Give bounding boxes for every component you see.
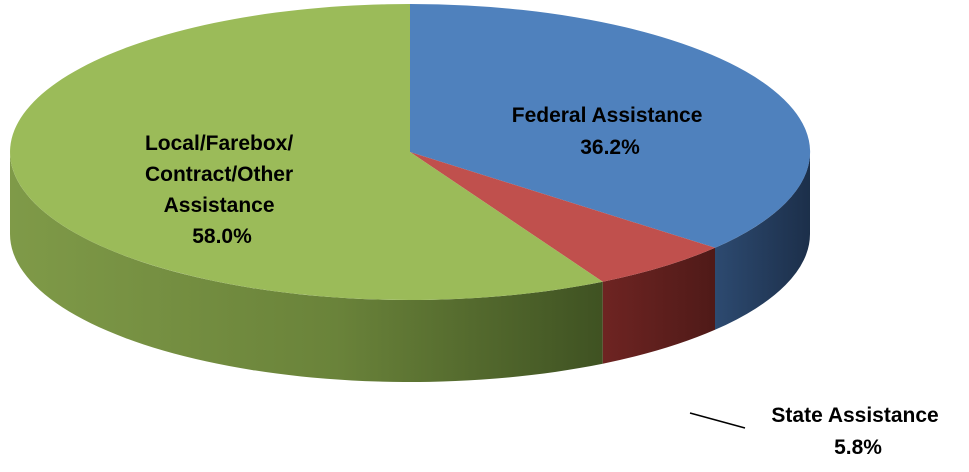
state-slice <box>410 152 715 282</box>
federal-slice <box>410 3 811 248</box>
pie-tops <box>10 3 811 300</box>
local-slice <box>10 4 603 300</box>
state-label: State Assistance 5.8% <box>771 404 944 459</box>
federal-label-name: Federal Assistance <box>512 104 703 127</box>
local-label-line-1: Local/Farebox/ <box>145 132 293 155</box>
local-label-line-3: Assistance <box>164 194 275 217</box>
local-slice-side <box>10 152 603 383</box>
federal-slice-side <box>715 152 811 330</box>
federal-label-value: 36.2% <box>580 136 640 159</box>
federal-label: Federal Assistance 36.2% <box>512 104 709 159</box>
state-label-value: 5.8% <box>834 436 882 459</box>
local-label: Local/Farebox/ Contract/Other Assistance… <box>145 132 299 248</box>
local-label-line-2: Contract/Other <box>145 163 293 186</box>
pie-sides <box>10 152 811 383</box>
local-label-value: 58.0% <box>192 225 252 248</box>
state-slice-side <box>602 247 715 364</box>
state-leader-line <box>689 412 746 429</box>
state-label-name: State Assistance <box>771 404 938 427</box>
